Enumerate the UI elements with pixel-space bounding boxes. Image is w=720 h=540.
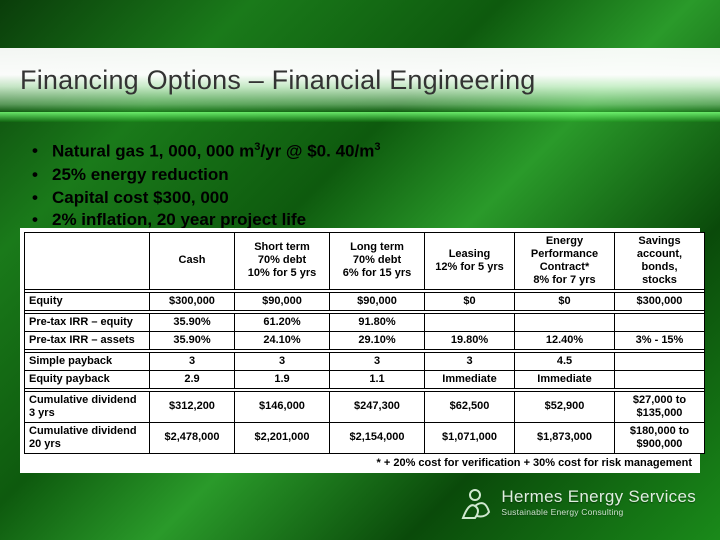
table-cell	[615, 313, 705, 331]
table-cell	[615, 352, 705, 370]
table-col-header: Long term70% debt6% for 15 yrs	[330, 233, 425, 290]
table-header-row: CashShort term70% debt10% for 5 yrsLong …	[25, 233, 705, 290]
table-row: Simple payback33334.5	[25, 352, 705, 370]
table-cell: 4.5	[515, 352, 615, 370]
bullet-text: 25% energy reduction	[52, 164, 229, 187]
logo-mark-icon	[455, 482, 495, 522]
table-row: Pre-tax IRR – equity35.90%61.20%91.80%	[25, 313, 705, 331]
table-col-header: Savingsaccount,bonds,stocks	[615, 233, 705, 290]
table-footnote: * + 20% cost for verification + 30% cost…	[24, 454, 696, 469]
bullet-item: •25% energy reduction	[32, 164, 688, 187]
table-cell: $247,300	[330, 391, 425, 422]
logo-text: Hermes Energy Services Sustainable Energ…	[501, 487, 696, 517]
table-row: Equity payback2.91.91.1ImmediateImmediat…	[25, 370, 705, 388]
table-cell: $180,000 to$900,000	[615, 422, 705, 453]
table-cell: 35.90%	[150, 313, 235, 331]
table-cell: 3	[330, 352, 425, 370]
table-cell: $300,000	[615, 292, 705, 310]
table-cell	[515, 313, 615, 331]
table-cell: 2.9	[150, 370, 235, 388]
table-col-header: Short term70% debt10% for 5 yrs	[235, 233, 330, 290]
bullet-item: •Capital cost $300, 000	[32, 187, 688, 210]
table-cell: 3	[425, 352, 515, 370]
company-logo: Hermes Energy Services Sustainable Energ…	[455, 482, 696, 522]
table-cell: 12.40%	[515, 331, 615, 349]
table-cell: 29.10%	[330, 331, 425, 349]
bullet-dot-icon: •	[32, 164, 52, 187]
table-cell: $2,201,000	[235, 422, 330, 453]
row-label: Simple payback	[25, 352, 150, 370]
table-row: Cumulative dividend3 yrs$312,200$146,000…	[25, 391, 705, 422]
row-label: Equity	[25, 292, 150, 310]
bullet-text: Capital cost $300, 000	[52, 187, 229, 210]
table-cell: $52,900	[515, 391, 615, 422]
bullet-text: Natural gas 1, 000, 000 m3/yr @ $0. 40/m…	[52, 140, 380, 164]
row-label: Pre-tax IRR – assets	[25, 331, 150, 349]
table-cell: $2,154,000	[330, 422, 425, 453]
table-cell: $146,000	[235, 391, 330, 422]
table-cell: 3	[150, 352, 235, 370]
table-row: Equity$300,000$90,000$90,000$0$0$300,000	[25, 292, 705, 310]
table-cell	[615, 370, 705, 388]
table-cell: 3% - 15%	[615, 331, 705, 349]
table-row: Pre-tax IRR – assets35.90%24.10%29.10%19…	[25, 331, 705, 349]
bullet-dot-icon: •	[32, 140, 52, 163]
table-col-header: EnergyPerformanceContract*8% for 7 yrs	[515, 233, 615, 290]
table-cell: $0	[425, 292, 515, 310]
table-cell: $312,200	[150, 391, 235, 422]
table-cell: Immediate	[425, 370, 515, 388]
table-cell: $300,000	[150, 292, 235, 310]
table-cell: 1.1	[330, 370, 425, 388]
row-label: Cumulative dividend3 yrs	[25, 391, 150, 422]
table-cell: $62,500	[425, 391, 515, 422]
table-cell: 3	[235, 352, 330, 370]
row-label: Equity payback	[25, 370, 150, 388]
row-label: Pre-tax IRR – equity	[25, 313, 150, 331]
financing-table-wrap: CashShort term70% debt10% for 5 yrsLong …	[20, 228, 700, 473]
logo-tagline: Sustainable Energy Consulting	[501, 507, 696, 517]
table-cell: $0	[515, 292, 615, 310]
table-cell: $90,000	[235, 292, 330, 310]
table-cell	[425, 313, 515, 331]
table-cell: $2,478,000	[150, 422, 235, 453]
assumptions-list: •Natural gas 1, 000, 000 m3/yr @ $0. 40/…	[32, 140, 688, 232]
table-cell: 24.10%	[235, 331, 330, 349]
page-title: Financing Options – Financial Engineerin…	[20, 65, 536, 96]
table-cell: Immediate	[515, 370, 615, 388]
logo-company: Hermes Energy Services	[501, 487, 696, 507]
bullet-dot-icon: •	[32, 187, 52, 210]
table-row: Cumulative dividend20 yrs$2,478,000$2,20…	[25, 422, 705, 453]
financing-table: CashShort term70% debt10% for 5 yrsLong …	[24, 232, 705, 454]
table-col-header: Cash	[150, 233, 235, 290]
table-cell: $90,000	[330, 292, 425, 310]
table-cell: $1,071,000	[425, 422, 515, 453]
table-cell: $1,873,000	[515, 422, 615, 453]
table-cell: 91.80%	[330, 313, 425, 331]
row-label: Cumulative dividend20 yrs	[25, 422, 150, 453]
title-band: Financing Options – Financial Engineerin…	[0, 48, 720, 112]
table-cell: 1.9	[235, 370, 330, 388]
table-cell: $27,000 to$135,000	[615, 391, 705, 422]
table-cell: 61.20%	[235, 313, 330, 331]
title-accent-bar	[0, 112, 720, 122]
table-cell: 35.90%	[150, 331, 235, 349]
table-col-header: Leasing12% for 5 yrs	[425, 233, 515, 290]
table-corner	[25, 233, 150, 290]
bullet-item: •Natural gas 1, 000, 000 m3/yr @ $0. 40/…	[32, 140, 688, 164]
table-cell: 19.80%	[425, 331, 515, 349]
